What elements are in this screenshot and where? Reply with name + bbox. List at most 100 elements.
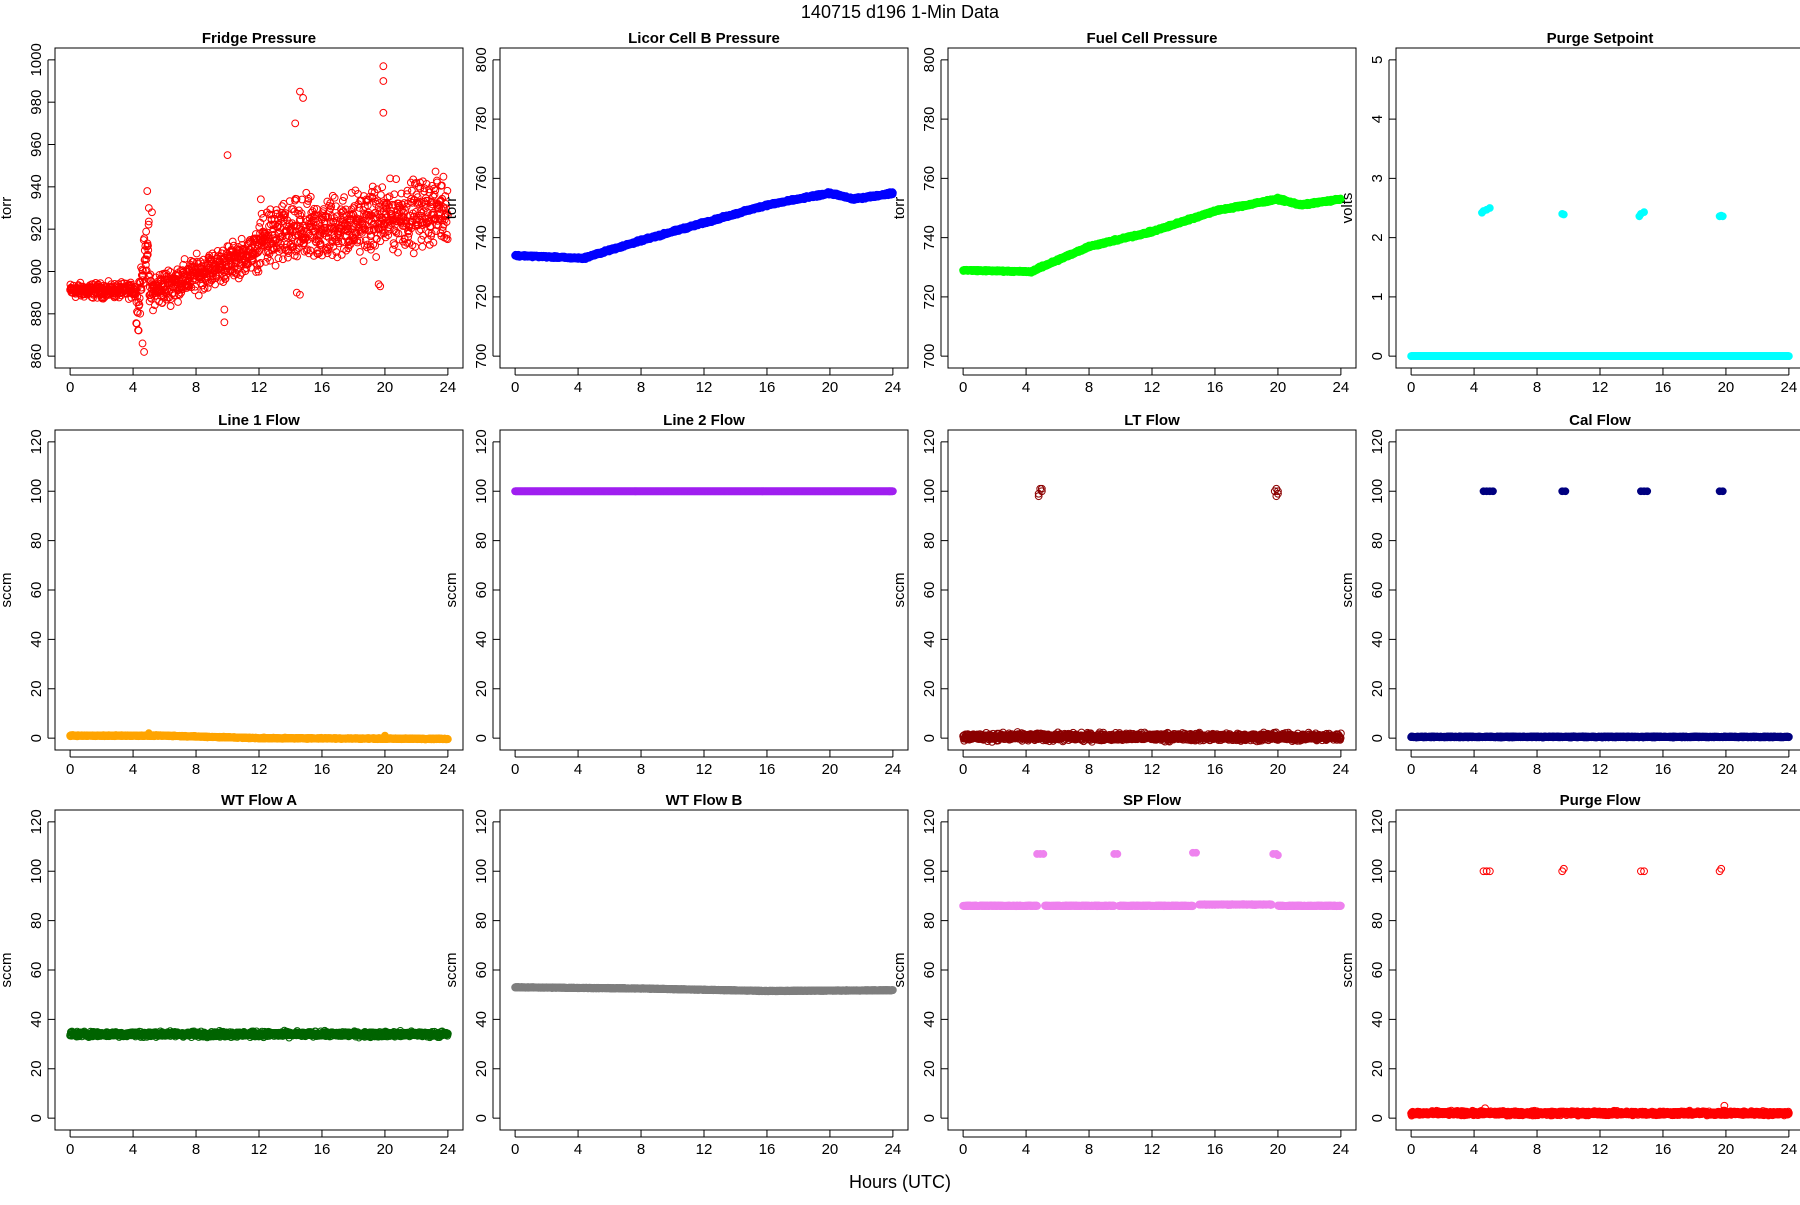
x-tick-label: 20 [1718,379,1735,396]
data-point [390,246,397,253]
x-tick-label: 8 [1533,379,1541,396]
x-tick-label: 0 [66,379,74,396]
data-point [297,88,304,95]
data-point [375,281,382,288]
data-point [139,340,146,347]
x-tick-label: 8 [1085,379,1093,396]
data-point [356,248,363,255]
y-tick-label: 5 [1369,56,1386,64]
y-tick-label: 900 [28,259,45,284]
x-tick-label: 4 [1470,379,1478,396]
y-tick-label: 3 [1369,174,1386,182]
x-tick-label: 20 [822,379,839,396]
data-point [889,189,896,196]
y-tick-label: 960 [28,132,45,157]
figure-title: 140715 d196 1-Min Data [801,2,1000,22]
y-tick-label: 800 [921,47,938,72]
panel-title: Fuel Cell Pressure [1087,30,1218,47]
data-point [377,192,384,199]
x-tick-label: 12 [251,379,268,396]
x-tick-label: 24 [885,379,902,396]
y-tick-label: 4 [1369,115,1386,123]
x-tick-label: 24 [440,379,457,396]
data-point [418,236,425,243]
y-axis-label: torr [0,197,15,220]
y-tick-label: 860 [28,344,45,369]
data-points [960,194,1345,276]
data-points [1408,205,1793,360]
x-tick-label: 24 [1333,379,1350,396]
x-tick-label: 0 [511,379,519,396]
data-point [224,152,231,159]
data-point [279,203,286,210]
x-tick-label: 8 [637,379,645,396]
data-point [257,196,264,203]
data-point [419,243,426,250]
x-tick-label: 24 [1781,379,1798,396]
y-tick-label: 760 [921,166,938,191]
y-tick-label: 760 [473,166,490,191]
plot-frame [1396,48,1800,368]
data-point [331,194,338,201]
y-tick-label: 940 [28,174,45,199]
x-tick-label: 20 [377,379,394,396]
plot-frame [500,48,908,368]
x-tick-label: 4 [1022,379,1030,396]
x-tick-label: 12 [1592,379,1609,396]
data-point [294,253,301,260]
x-tick-label: 8 [192,379,200,396]
panel-title: Licor Cell B Pressure [628,30,780,47]
data-point [380,109,387,116]
y-tick-label: 700 [473,344,490,369]
y-tick-label: 780 [473,107,490,132]
panel-title: Purge Setpoint [1547,30,1654,47]
data-points [512,189,897,263]
data-point [141,349,148,356]
x-tick-label: 16 [314,379,331,396]
figure-xlabel: Hours (UTC) [849,1172,951,1192]
data-point [329,192,336,199]
y-tick-label: 700 [921,344,938,369]
data-point [195,292,202,299]
x-tick-label: 4 [574,379,582,396]
x-tick-label: 20 [1270,379,1287,396]
y-tick-label: 800 [473,47,490,72]
x-tick-label: 4 [129,379,137,396]
data-point [360,258,367,265]
y-tick-label: 2 [1369,233,1386,241]
panel: Licor Cell B Pressure torr 0 4 8 12 16 20 24 700 7… [443,30,908,396]
y-tick-label: 0 [1369,352,1386,360]
data-point [377,283,384,290]
x-tick-label: 12 [696,379,713,396]
x-tick-label: 0 [1407,379,1415,396]
data-point [144,188,151,195]
x-tick-label: 16 [759,379,776,396]
data-point [175,299,182,306]
y-axis-label: volts [1339,193,1356,224]
data-point [275,255,282,262]
y-tick-label: 780 [921,107,938,132]
x-tick-label: 0 [959,379,967,396]
data-point [395,249,402,256]
data-point [221,306,228,313]
y-tick-label: 740 [473,225,490,250]
data-point [300,95,307,102]
data-point [408,187,415,194]
data-point [143,228,150,235]
y-tick-label: 720 [473,284,490,309]
data-point [380,63,387,70]
data-point [193,250,200,257]
x-tick-label: 16 [1655,379,1672,396]
x-tick-label: 12 [1144,379,1161,396]
y-tick-label: 720 [921,284,938,309]
data-point [432,168,439,175]
y-axis-label: torr [443,197,460,220]
y-tick-label: 1 [1369,293,1386,301]
y-tick-label: 920 [28,217,45,242]
